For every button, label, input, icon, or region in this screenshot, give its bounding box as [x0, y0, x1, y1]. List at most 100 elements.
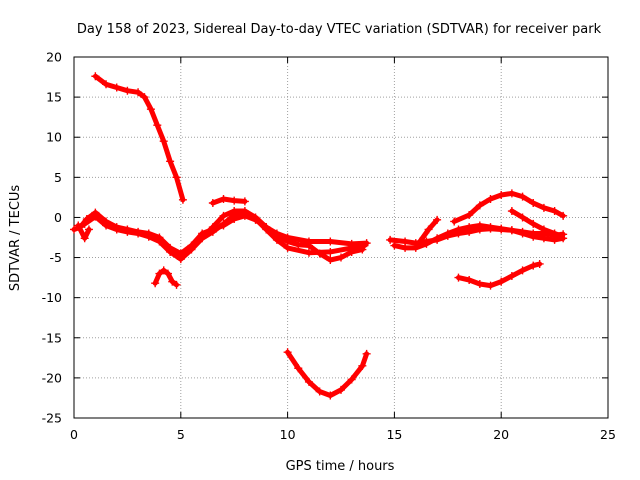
data-point: [112, 83, 121, 92]
series-arc-main-3: [198, 207, 367, 264]
x-tick-label: 25: [600, 427, 616, 442]
y-tick-label: -5: [50, 250, 62, 265]
data-point: [347, 375, 356, 384]
data-point: [153, 121, 162, 130]
data-point: [240, 207, 249, 216]
data-point: [486, 223, 495, 232]
data-point: [433, 215, 442, 224]
data-point: [465, 211, 474, 220]
data-point: [102, 80, 111, 89]
data-point: [70, 225, 78, 234]
data-point: [497, 190, 506, 199]
series-line: [92, 73, 186, 203]
series-arc-late-3: [416, 215, 442, 246]
series-arc-small: [74, 221, 93, 243]
data-point: [362, 349, 371, 358]
data-point: [123, 86, 132, 95]
data-point: [230, 196, 239, 205]
data-point: [134, 229, 143, 238]
data-point: [326, 255, 335, 264]
data-point: [475, 201, 484, 210]
series-arc-late-2: [390, 221, 568, 252]
y-tick-label: -15: [42, 330, 62, 345]
data-point: [176, 255, 185, 264]
data-point: [166, 247, 175, 256]
data-point: [304, 377, 313, 386]
y-tick-label: 10: [46, 130, 62, 145]
data-point: [123, 227, 132, 236]
data-point: [337, 385, 345, 394]
data-point: [208, 223, 217, 232]
data-point: [80, 234, 89, 243]
data-point: [80, 219, 89, 228]
data-series: [70, 72, 568, 400]
data-point: [411, 243, 420, 252]
data-point: [294, 240, 303, 249]
data-point: [465, 223, 474, 232]
series-line: [199, 208, 365, 263]
data-point: [102, 221, 111, 230]
data-point: [208, 199, 217, 208]
data-point: [168, 277, 177, 286]
x-tick-label: 15: [386, 427, 402, 442]
axis-ticks: 0 5 10 15 20 25 -25 -20 -15 -10 -5 0 5 10 15 20: [42, 50, 616, 443]
series-arc-late-high: [450, 189, 568, 226]
data-point: [155, 269, 164, 278]
data-point: [518, 229, 527, 238]
data-point: [507, 207, 516, 216]
y-tick-label: 0: [54, 210, 62, 225]
series-arc-dip: [151, 266, 181, 289]
series-arc-low: [283, 348, 371, 400]
data-point: [283, 237, 292, 246]
data-point: [187, 245, 196, 254]
data-point: [539, 234, 548, 243]
series-arc-high: [91, 72, 187, 204]
data-point: [166, 157, 175, 166]
data-point: [497, 224, 506, 233]
y-tick-label: -10: [42, 290, 62, 305]
data-point: [507, 189, 516, 198]
y-tick-label: 5: [54, 170, 62, 185]
data-point: [172, 280, 181, 289]
data-point: [401, 243, 410, 252]
data-point: [529, 199, 538, 208]
plot-frame: [73, 56, 609, 419]
data-point: [518, 192, 527, 201]
data-point: [151, 279, 160, 288]
data-point: [518, 213, 527, 222]
data-point: [416, 237, 425, 246]
series-line: [285, 349, 370, 398]
data-point: [178, 195, 187, 204]
x-tick-label: 10: [280, 427, 296, 442]
data-point: [198, 233, 207, 242]
data-point: [539, 225, 548, 234]
data-point: [559, 211, 568, 220]
data-point: [326, 247, 335, 256]
data-point: [550, 207, 559, 216]
data-point: [486, 281, 495, 290]
data-point: [497, 277, 506, 286]
data-point: [155, 237, 164, 246]
data-point: [240, 197, 249, 206]
y-tick-label: -25: [42, 411, 62, 426]
x-tick-label: 5: [177, 427, 185, 442]
data-point: [326, 237, 335, 246]
data-point: [112, 225, 121, 234]
data-point: [450, 217, 459, 226]
data-point: [337, 253, 345, 262]
data-point: [219, 194, 228, 203]
data-point: [146, 105, 155, 114]
data-point: [140, 93, 149, 102]
data-point: [219, 219, 228, 228]
series-arc-mid: [208, 194, 249, 208]
data-point: [529, 232, 538, 241]
data-point: [294, 364, 303, 373]
data-point: [84, 225, 93, 234]
data-point: [272, 231, 281, 240]
data-point: [386, 235, 395, 244]
data-point: [262, 223, 271, 232]
data-point: [219, 211, 228, 220]
data-point: [326, 391, 335, 400]
chart-title: Day 158 of 2023, Sidereal Day-to-day VTE…: [77, 22, 602, 37]
